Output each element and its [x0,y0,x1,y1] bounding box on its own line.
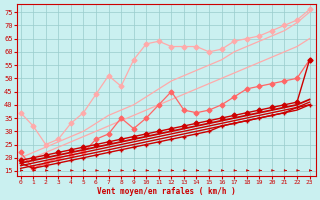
X-axis label: Vent moyen/en rafales ( km/h ): Vent moyen/en rafales ( km/h ) [97,187,236,196]
